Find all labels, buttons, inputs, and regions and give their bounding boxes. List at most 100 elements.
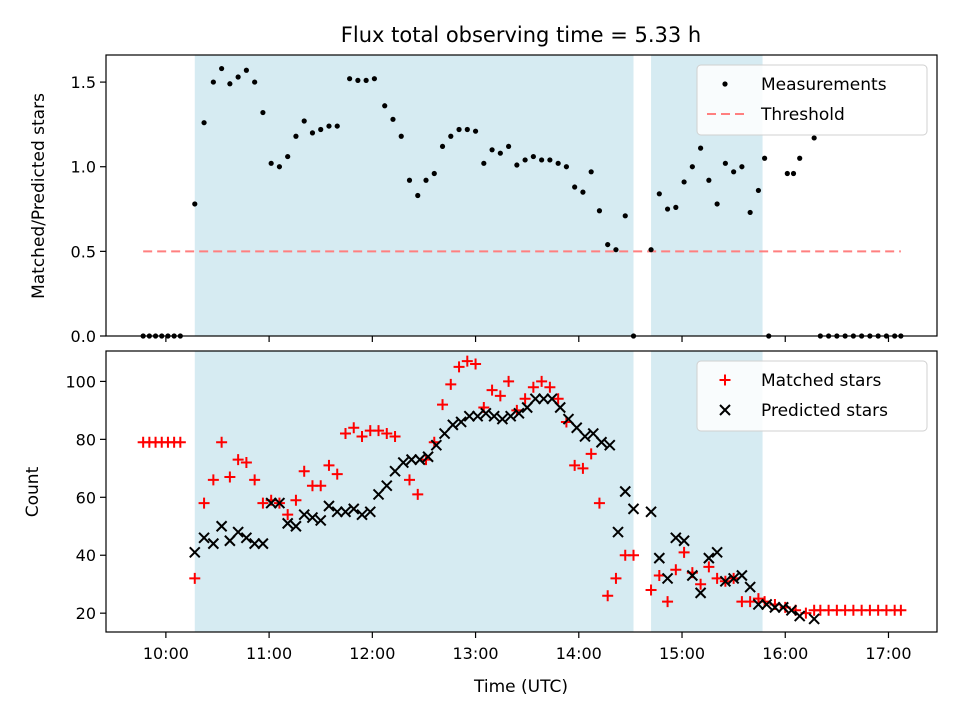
matched-point [585,448,597,460]
measurement-point [722,160,728,166]
measurement-point [243,67,249,73]
measurement-point [755,187,762,194]
measurement-point [201,120,207,126]
legend-box [696,64,928,136]
measurement-point [572,184,578,190]
measurement-point [210,79,216,85]
predicted-point [215,520,228,532]
legend: Matched stars Predicted stars [696,360,928,432]
predicted-point [405,453,418,466]
matched-point [232,454,244,466]
predicted-point [281,517,294,530]
measurement-point [227,81,233,87]
predicted-point [604,439,616,451]
predicted-point [521,401,533,414]
predicted-point [339,506,352,518]
x-tick-label: 10:00 [143,644,189,663]
measurement-point [681,179,687,185]
predicted-point [447,419,459,431]
matched-point [282,509,294,521]
matched-point [544,381,556,393]
matched-point [593,497,605,509]
measurement-point [673,204,679,210]
predicted-point [793,610,806,622]
predicted-point [727,572,740,585]
measurement-point [505,143,512,150]
measurement-point [739,164,745,170]
series-x [189,393,820,625]
matched-point [678,546,690,558]
predicted-point [571,422,583,434]
x-tick-label: 11:00 [246,644,292,663]
matched-point [645,584,657,596]
predicted-point [554,401,566,414]
measurement-point [431,170,437,177]
predicted-point [455,416,467,428]
matched-point [486,384,498,396]
measurement-point [423,177,429,183]
predicted-point [372,488,385,501]
axes-frame [105,54,938,337]
x-tick-label: 12:00 [349,644,395,663]
predicted-point [331,506,343,518]
matched-point [298,465,310,477]
measurement-point [797,155,803,161]
measurement-point [260,109,266,116]
matched-point [389,430,401,442]
predicted-point [248,537,261,550]
matched-point [602,590,614,602]
measurement-point [398,133,404,139]
predicted-point [488,410,500,422]
x-tick-label: 15:00 [659,644,705,663]
predicted-point [480,407,492,419]
measurement-point [439,143,446,150]
legend-label: Matched stars [761,371,881,391]
matched-point [503,375,515,387]
measurement-point [588,169,594,175]
measurement-point [235,74,241,80]
legend-marker-predicted [719,404,731,416]
top-panel-ratio: 0.0 0.5 1.0 1.5 Measurements Threshold [71,54,938,346]
matched-point [569,459,581,471]
matched-point [216,436,228,448]
measurement-point [293,133,299,139]
measurement-point [268,160,274,166]
measurement-point [731,169,737,175]
measurement-point [406,177,413,183]
matched-point [290,494,302,506]
measurement-point [656,191,662,197]
predicted-point [579,430,591,443]
measurement-point [497,150,503,156]
predicted-point [273,497,286,509]
measurement-point [514,162,520,168]
y-tick-label: 80 [76,430,96,449]
predicted-point [240,532,253,544]
predicted-point [760,598,773,611]
legend-marker-matched [719,374,731,386]
predicted-point [670,532,682,544]
predicted-point [513,407,525,419]
measurement-point [355,77,361,83]
matched-point [249,474,261,486]
predicted-point [224,535,236,547]
matched-point [198,497,210,509]
matched-point [323,459,335,471]
x-axis-label: Time (UTC) [473,677,568,697]
measurement-point [448,133,454,139]
measurement-point [563,164,570,170]
predicted-point [315,514,327,527]
predicted-point [471,410,484,422]
matched-point [662,596,674,608]
measurement-point [811,135,817,141]
predicted-point [290,520,302,532]
matched-point [453,361,465,373]
measurement-point [580,189,586,195]
matched-point [577,462,589,474]
predicted-point [703,552,715,564]
predicted-point [232,526,244,538]
matched-point [437,399,449,411]
matched-point [552,393,564,405]
measurement-point [664,206,671,212]
matched-point [339,428,351,440]
